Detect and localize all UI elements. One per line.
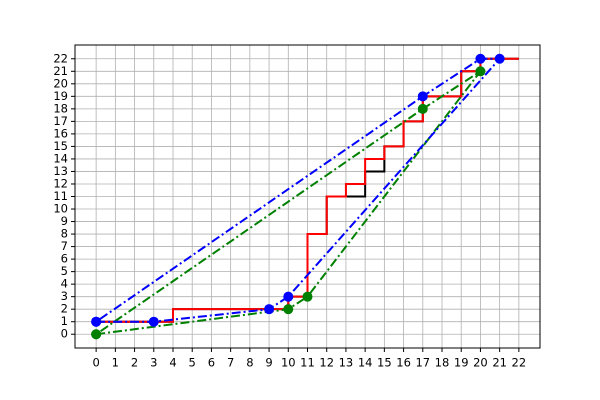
y-tick-label: 11 [53, 189, 68, 203]
x-tick-label: 10 [281, 356, 296, 370]
y-tick-label: 9 [61, 214, 68, 228]
point [302, 291, 313, 302]
x-tick-label: 8 [246, 356, 253, 370]
point [475, 53, 486, 64]
x-tick-label: 0 [92, 356, 99, 370]
x-tick-label: 16 [396, 356, 411, 370]
x-tick-label: 20 [473, 356, 488, 370]
y-tick-label: 7 [61, 239, 68, 253]
x-tick-label: 1 [112, 356, 119, 370]
point [91, 329, 102, 340]
plot-frame [74, 44, 541, 349]
point [283, 291, 294, 302]
x-tick-label: 14 [358, 356, 373, 370]
y-tick-label: 10 [53, 202, 68, 216]
y-tick-label: 1 [61, 314, 68, 328]
y-tick-label: 5 [61, 264, 68, 278]
y-tick-label: 4 [61, 277, 68, 291]
x-tick-label: 18 [435, 356, 450, 370]
y-tick-label: 14 [53, 151, 68, 165]
y-tick-label: 18 [53, 101, 68, 115]
x-tick-label: 11 [300, 356, 315, 370]
point [494, 53, 505, 64]
point [417, 91, 428, 102]
y-tick-label: 6 [61, 252, 68, 266]
y-tick-label: 12 [53, 176, 68, 190]
point [417, 103, 428, 114]
x-tick-label: 4 [169, 356, 176, 370]
series-line [95, 57, 502, 323]
y-tick-label: 3 [61, 289, 68, 303]
point [148, 316, 159, 327]
y-tick-label: 13 [53, 164, 68, 178]
y-tick-label: 15 [53, 139, 68, 153]
y-tick-label: 17 [53, 114, 68, 128]
x-tick-label: 7 [227, 356, 234, 370]
y-tick-label: 19 [53, 89, 68, 103]
y-tick-label: 8 [61, 227, 68, 241]
x-tick-label: 21 [492, 356, 507, 370]
y-tick-label: 22 [53, 51, 68, 65]
x-tick-label: 13 [339, 356, 354, 370]
x-tick-label: 22 [512, 356, 527, 370]
point [91, 316, 102, 327]
y-tick-label: 21 [53, 64, 68, 78]
x-tick-label: 15 [377, 356, 392, 370]
x-tick-label: 6 [208, 356, 215, 370]
x-tick-label: 19 [454, 356, 469, 370]
y-tick-label: 0 [61, 327, 68, 341]
x-tick-label: 17 [415, 356, 430, 370]
y-tick-label: 16 [53, 126, 68, 140]
point [283, 304, 294, 315]
y-tick-label: 2 [61, 302, 68, 316]
x-tick-label: 12 [319, 356, 334, 370]
y-tick-label: 20 [53, 76, 68, 90]
x-tick-label: 2 [131, 356, 138, 370]
x-tick-label: 5 [189, 356, 196, 370]
x-tick-label: 3 [150, 356, 157, 370]
x-tick-label: 9 [265, 356, 272, 370]
series-line [95, 70, 482, 336]
point [264, 304, 275, 315]
point [475, 66, 486, 77]
